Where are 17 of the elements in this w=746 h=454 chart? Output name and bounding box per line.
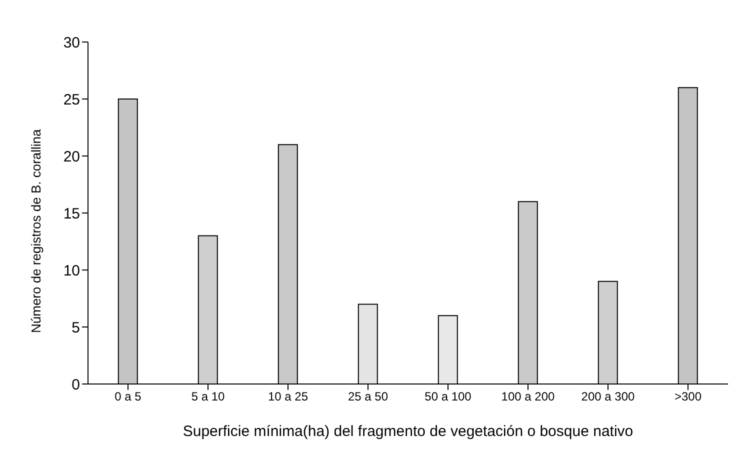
x-axis-title: Superficie mínima(ha) del fragmento de vegetación o bosque nativo	[182, 423, 634, 440]
y-tick-label: 30	[63, 34, 80, 52]
y-tick-label: 10	[63, 262, 80, 280]
y-tick-label: 0	[72, 376, 80, 394]
x-tick-label: >300	[674, 390, 702, 404]
x-tick-label: 0 a 5	[114, 390, 142, 404]
y-tick-label: 15	[63, 205, 80, 222]
x-tick-label: 50 a 100	[424, 390, 472, 404]
x-tick-label: 5 a 10	[191, 390, 225, 404]
y-axis-title: Número de registros de B. corallina	[28, 128, 44, 333]
x-tick-label: 10 a 25	[268, 390, 308, 404]
y-tick-label: 20	[63, 148, 80, 166]
x-tick-label: 100 a 200	[501, 390, 556, 404]
x-tick-label: 200 a 300	[581, 390, 636, 404]
x-tick-label: 25 a 50	[348, 390, 388, 404]
y-tick-label: 25	[63, 91, 80, 108]
y-tick-label: 5	[72, 319, 80, 336]
